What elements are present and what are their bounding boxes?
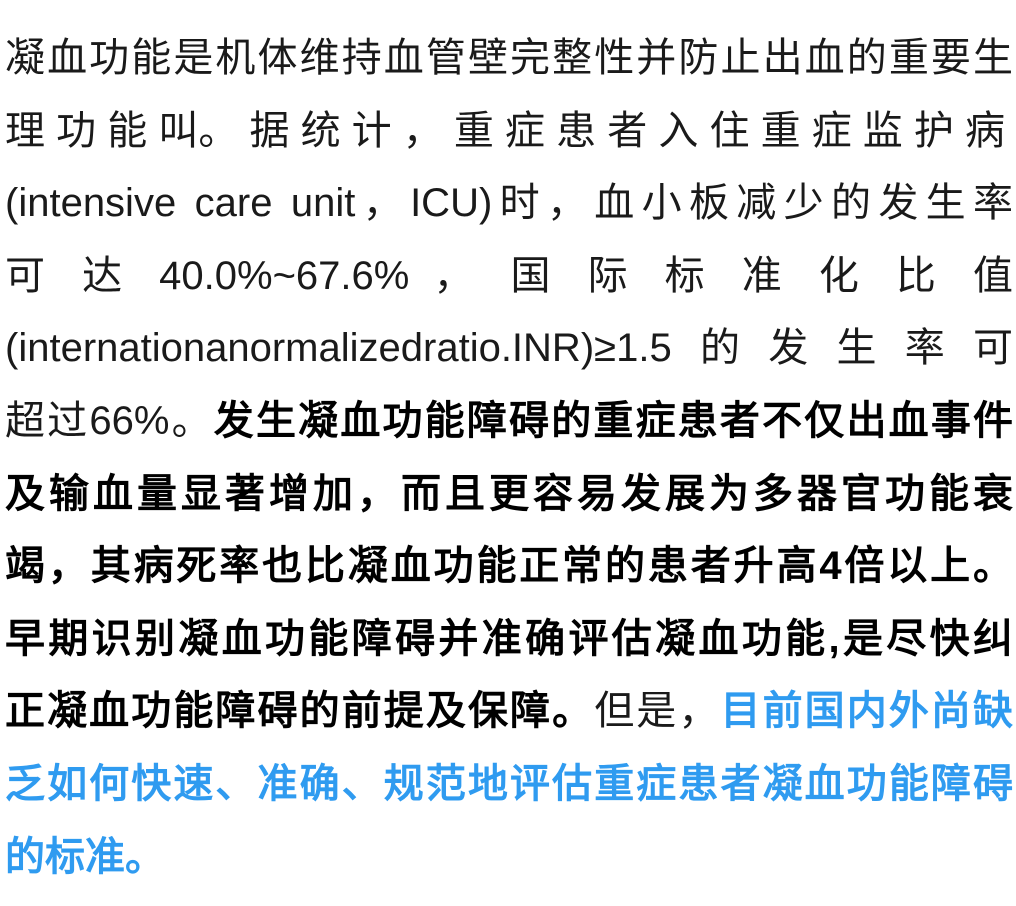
text-line: 的标准。 (5, 821, 1013, 894)
highlighted-text: 的标准。 (5, 834, 165, 879)
text-line: 早期识别凝血功能障碍并准确评估凝血功能,是尽快纠 (5, 603, 1013, 676)
text-line: 凝血功能是机体维持血管壁完整性并防止出血的重要生 (5, 22, 1013, 95)
body-text: 凝血功能是机体维持血管壁完整性并防止出血的重要生 (5, 36, 1013, 80)
body-text: (intensive care unit，ICU)时，血小板减少的发生率 (5, 181, 1013, 226)
bold-text: 早期识别凝血功能障碍并准确评估凝血功能,是尽快纠 (5, 616, 1013, 661)
body-text: (internationanormalizedratio.INR)≥1.5的发生… (5, 326, 1013, 371)
body-text: 超过66%。 (5, 398, 214, 443)
text-line: 及输血量显著增加，而且更容易发展为多器官功能衰 (5, 458, 1013, 531)
text-line: 理 功 能 叫。 据 统 计 ， 重 症 患 者 入 住 重 症 监 护 病 房 (5, 95, 1016, 168)
body-text: 但是， (594, 689, 721, 734)
highlighted-text: 乏如何快速、准确、规范地评估重症患者凝血功能障碍 (5, 761, 1013, 806)
text-line: 乏如何快速、准确、规范地评估重症患者凝血功能障碍 (5, 748, 1013, 821)
text-line: 超过66%。发生凝血功能障碍的重症患者不仅出血事件 (5, 385, 1013, 458)
bold-text: 竭，其病死率也比凝血功能正常的患者升高4倍以上。 (5, 544, 1013, 589)
highlighted-text: 目前国内外尚缺 (720, 689, 1014, 734)
bold-text: 发生凝血功能障碍的重症患者不仅出血事件 (213, 398, 1014, 443)
body-text: 可 达 40.0%~67.6% ， 国 际 标 准 化 比 值 (5, 253, 1013, 298)
text-line: 正凝血功能障碍的前提及保障。但是，目前国内外尚缺 (5, 675, 1013, 748)
document-paragraph: 凝血功能是机体维持血管壁完整性并防止出血的重要生理 功 能 叫。 据 统 计 ，… (5, 22, 1016, 894)
text-line: (intensive care unit，ICU)时，血小板减少的发生率 (5, 167, 1013, 240)
text-line: (internationanormalizedratio.INR)≥1.5的发生… (5, 312, 1013, 385)
text-line: 可 达 40.0%~67.6% ， 国 际 标 准 化 比 值 (5, 240, 1013, 313)
bold-text: 正凝血功能障碍的前提及保障。 (5, 689, 595, 734)
bold-text: 及输血量显著增加，而且更容易发展为多器官功能衰 (5, 471, 1013, 516)
text-line: 竭，其病死率也比凝血功能正常的患者升高4倍以上。 (5, 530, 1013, 603)
body-text: 理 功 能 叫。 据 统 计 ， 重 症 患 者 入 住 重 症 监 护 病 房 (5, 108, 1016, 153)
